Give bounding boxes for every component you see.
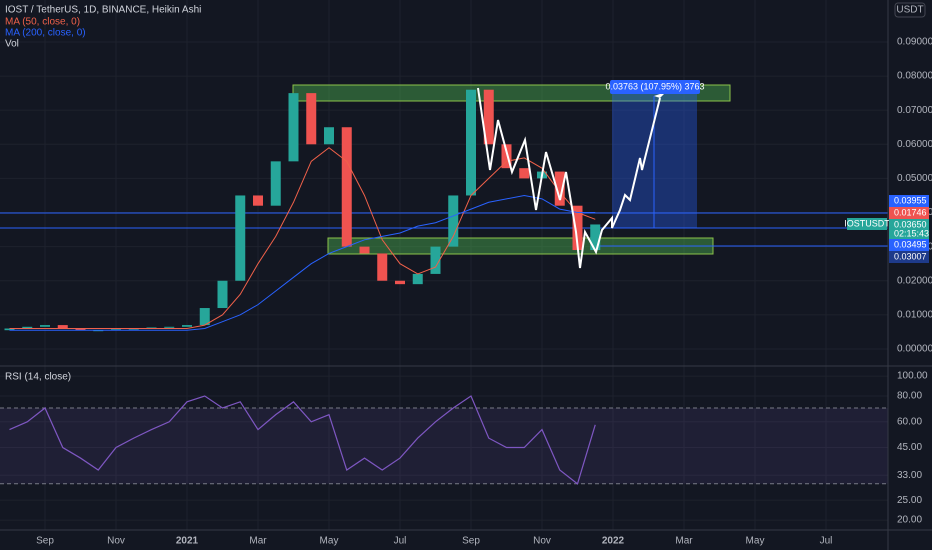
candle-body	[519, 168, 530, 179]
x-tick-label: May	[320, 536, 339, 547]
candle-body	[4, 328, 15, 331]
countdown: 02:15:43	[894, 228, 929, 238]
legend-entry: MA (50, close, 0)	[5, 17, 80, 28]
candle-body	[554, 171, 565, 206]
y-tick-label: 33.00	[897, 470, 922, 481]
price-tag	[889, 239, 929, 251]
candle-body	[377, 253, 388, 281]
measure-tag	[610, 80, 700, 94]
x-tick-label: Nov	[107, 536, 125, 547]
candle-body	[146, 327, 157, 329]
candle-body	[22, 326, 33, 329]
candle-body	[501, 144, 512, 169]
price-tag	[889, 195, 929, 207]
ticker-tag	[847, 218, 887, 230]
x-tick-label: 2021	[176, 536, 199, 547]
measure-label: 0.03763 (107.95%) 3763	[605, 81, 704, 91]
x-tick-label: Sep	[462, 536, 480, 547]
y-tick-label: 0.06000	[897, 139, 932, 150]
x-tick-label: Sep	[36, 536, 54, 547]
y-tick-label: 0.09000	[897, 37, 932, 48]
candle-body	[448, 195, 459, 247]
candle-body	[217, 280, 228, 309]
y-tick-label: 0.01000	[897, 309, 932, 320]
x-tick-label: Nov	[533, 536, 551, 547]
candle-body	[40, 325, 50, 327]
symbol-title: IOST / TetherUS, 1D, BINANCE, Heikin Ash…	[5, 5, 201, 16]
currency-button[interactable]	[894, 2, 926, 18]
candle-body	[395, 280, 405, 285]
candle-body	[324, 127, 334, 145]
candle-body	[182, 325, 192, 327]
candle-body	[199, 308, 210, 326]
x-tick-label: 2022	[602, 536, 625, 547]
ma-line	[9, 147, 596, 329]
candle-body	[270, 161, 281, 206]
candle-body	[466, 89, 476, 196]
price-tag-label: 0.03007	[894, 251, 927, 261]
price-tag-label: 0.03955	[894, 195, 927, 205]
x-tick-label: Jul	[820, 536, 833, 547]
candle-body	[483, 89, 494, 145]
ma-line	[9, 194, 596, 331]
y-tick-label: 20.00	[897, 515, 922, 526]
candle-body	[590, 224, 601, 251]
y-tick-label: 0.05000	[897, 173, 932, 184]
candle-body	[253, 195, 263, 206]
price-tag-label: 0.03495	[894, 239, 927, 249]
rsi-line	[9, 395, 596, 485]
candle-body	[359, 246, 370, 254]
legend-entry: MA (200, close, 0)	[5, 28, 86, 39]
price-tag-label: 0.03650	[894, 219, 927, 229]
y-tick-label: 0.02000	[897, 275, 932, 286]
y-tick-label: 45.00	[897, 442, 922, 453]
price-tag	[889, 207, 929, 219]
y-tick-label: 100.00	[897, 371, 928, 382]
projection-path	[477, 87, 661, 269]
candle-body	[341, 127, 352, 247]
currency-label: USDT	[896, 5, 923, 16]
y-tick-label: 0.08000	[897, 71, 932, 82]
ticker-label: IOSTUSDT	[844, 218, 890, 228]
candle-body	[57, 325, 68, 329]
candle-body	[235, 195, 246, 281]
y-tick-label: 25.00	[897, 495, 922, 506]
x-tick-label: Mar	[249, 536, 267, 547]
price-tag-label: 0.01746	[894, 207, 927, 217]
x-tick-label: Mar	[675, 536, 693, 547]
price-tag	[889, 251, 929, 263]
candle-body	[430, 246, 441, 274]
x-tick-label: Jul	[394, 536, 407, 547]
rsi-band	[0, 408, 888, 484]
candle-body	[164, 326, 175, 328]
y-tick-label: 80.00	[897, 391, 922, 402]
legend-entry: Vol	[5, 39, 19, 50]
rsi-title: RSI (14, close)	[5, 372, 71, 383]
candle-body	[111, 329, 121, 331]
y-tick-label: 0.07000	[897, 105, 932, 116]
x-tick-label: May	[746, 536, 765, 547]
candle-body	[306, 93, 317, 145]
candle-body	[572, 205, 583, 251]
price-tag	[889, 219, 929, 239]
candle-body	[412, 273, 423, 285]
y-tick-label: 60.00	[897, 416, 922, 427]
candle-body	[288, 93, 299, 162]
y-tick-label: 0.00000	[897, 344, 932, 355]
candle-body	[75, 328, 86, 331]
